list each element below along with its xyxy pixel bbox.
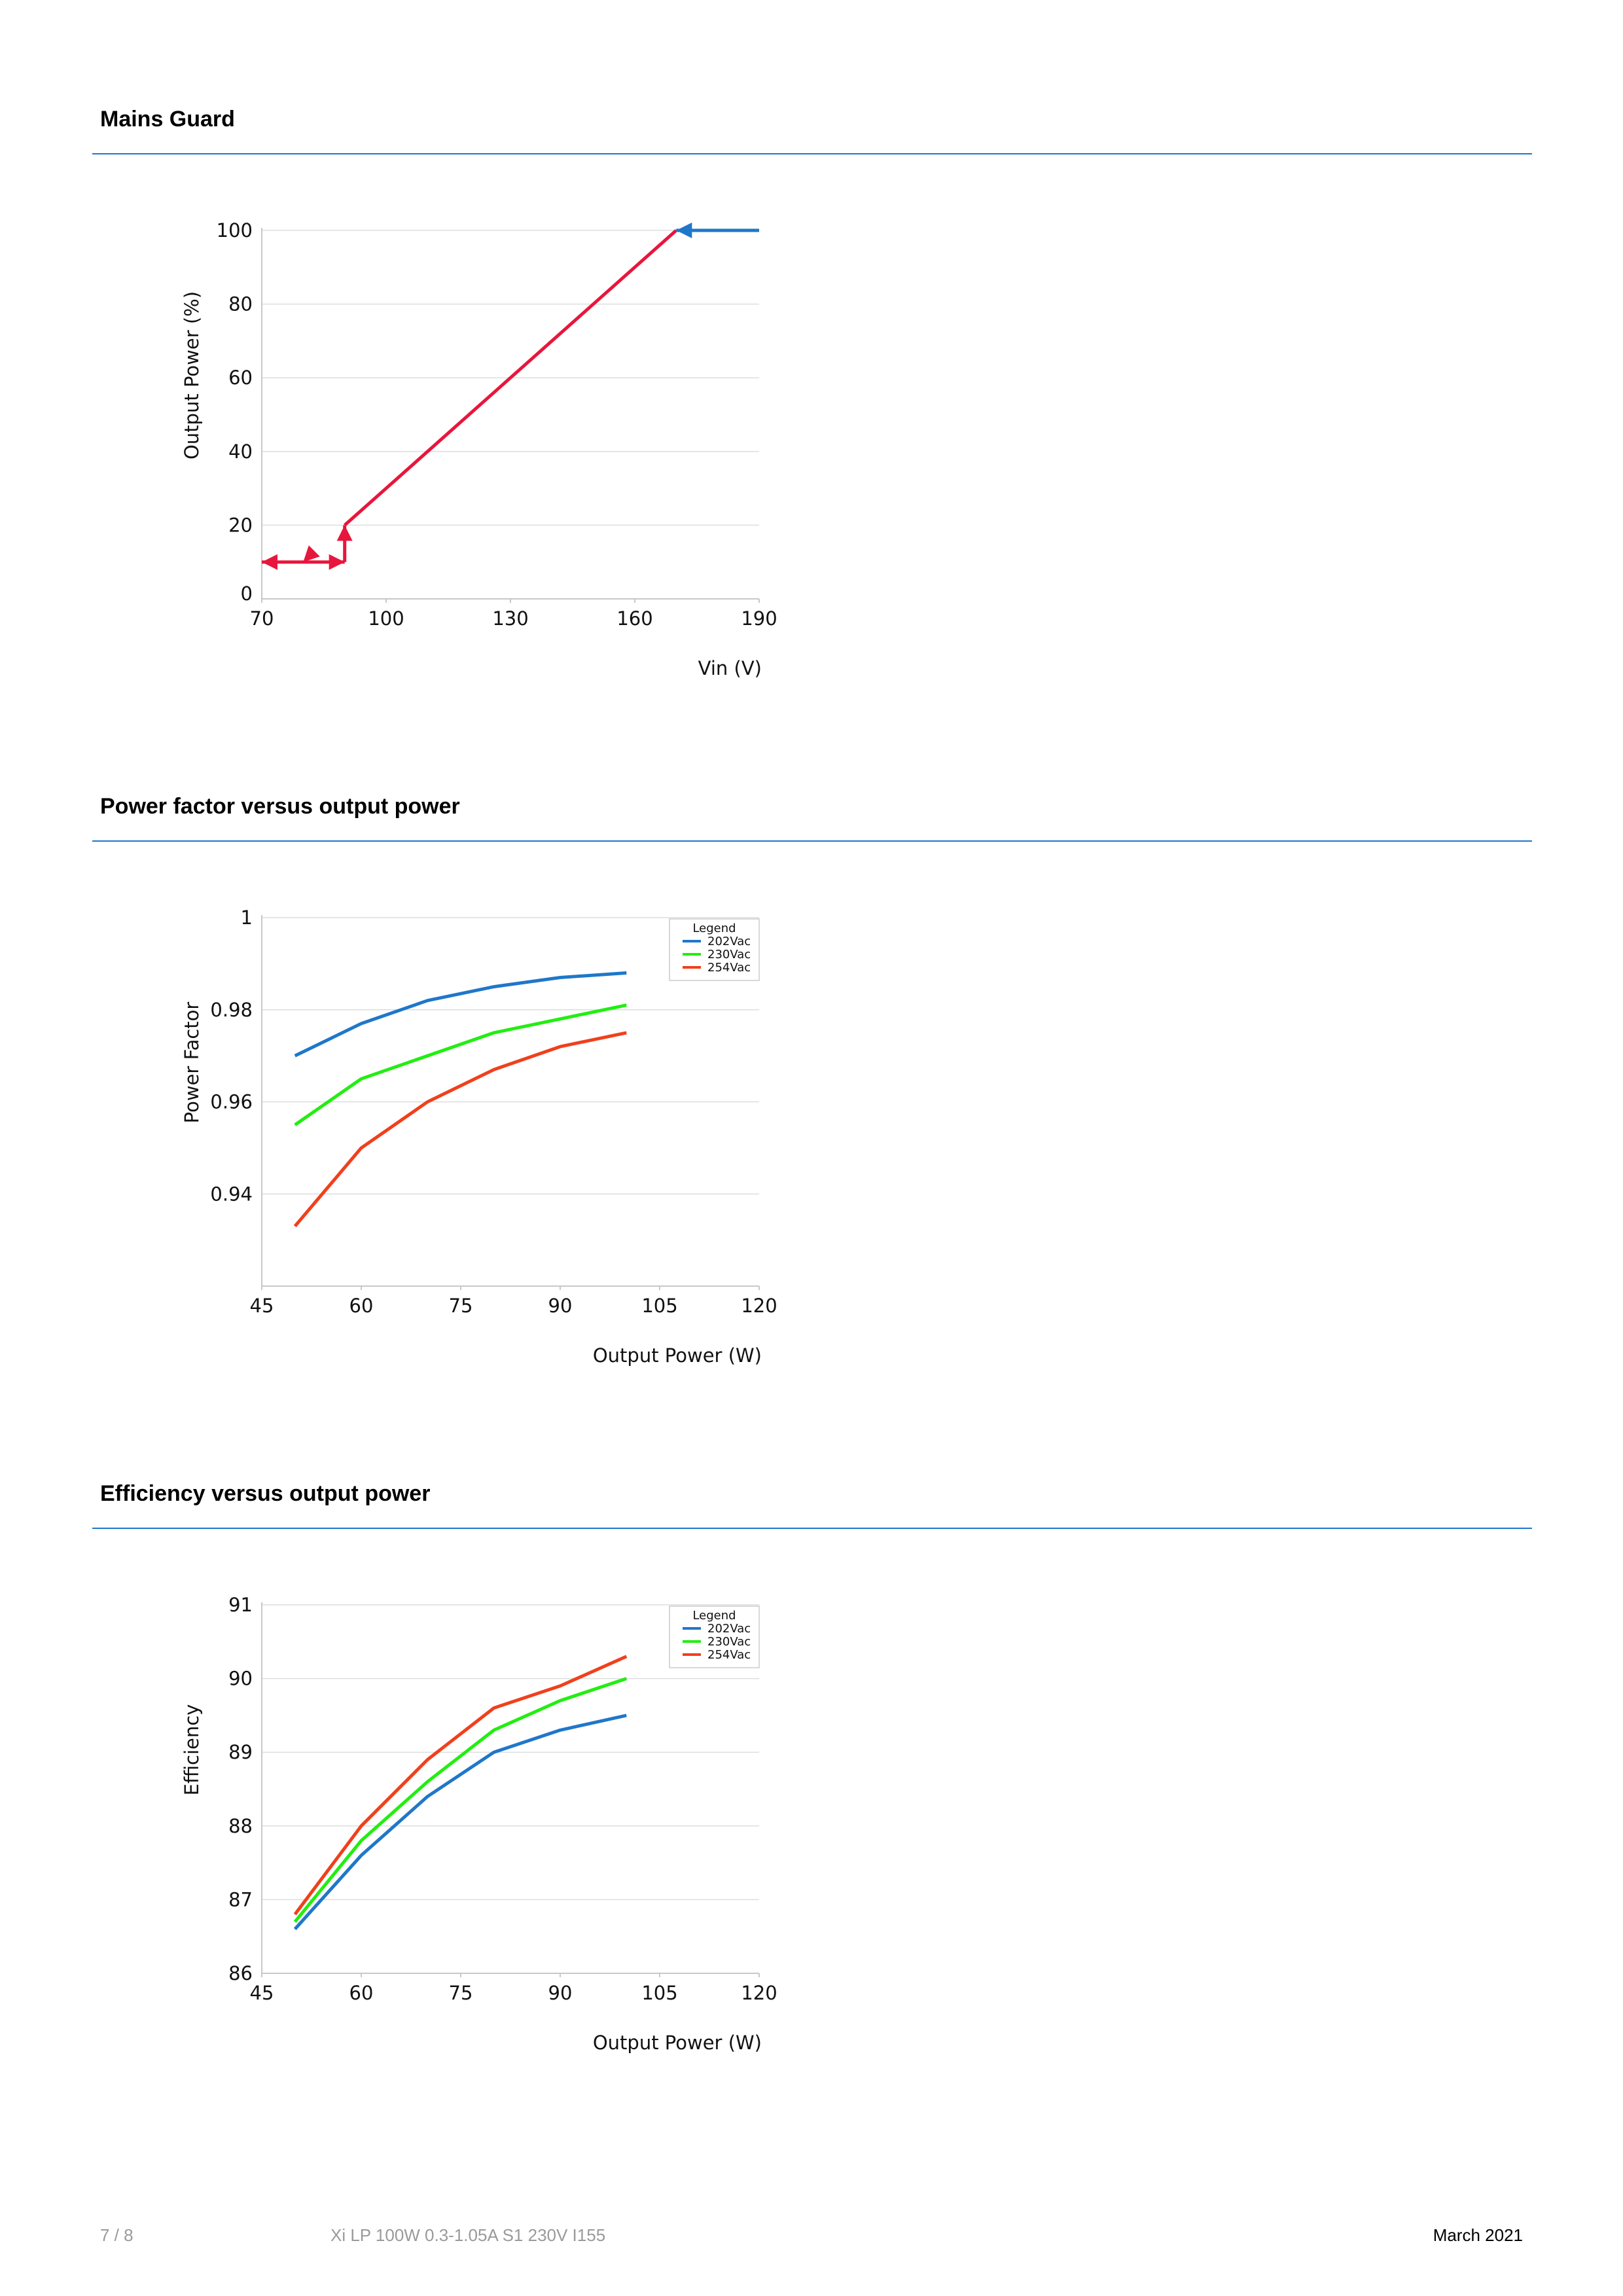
arrowhead [676, 223, 692, 238]
x-tick-label: 45 [250, 1982, 274, 2004]
y-tick-label: 88 [228, 1815, 253, 1837]
section-title-power-factor: Power factor versus output power [100, 794, 460, 819]
series-line-202vac [294, 971, 627, 1058]
arrowhead [336, 525, 353, 541]
y-tick-label: 91 [228, 1594, 253, 1616]
x-tick-label: 45 [250, 1295, 274, 1317]
legend-box [669, 918, 760, 981]
x-tick-label: 105 [641, 1982, 677, 2004]
legend-label: 230Vac [707, 1635, 751, 1649]
efficiency-chart: 86 87 88 89 90 91 45 60 75 90 105 120 Output Power (… [164, 1571, 818, 2081]
arrowhead [303, 545, 320, 562]
series-line-254vac [293, 1655, 628, 1916]
x-tick-label: 75 [449, 1295, 473, 1317]
x-tick-label: 120 [741, 1295, 777, 1317]
series-line-254vac [293, 1031, 627, 1228]
x-tick-label: 160 [616, 607, 652, 630]
footer-product-name: Xi LP 100W 0.3-1.05A S1 230V I155 [330, 2225, 606, 2245]
arrowhead [329, 554, 345, 570]
x-tick-label: 105 [641, 1295, 677, 1317]
power-factor-chart: 0.94 0.96 0.98 1 45 60 75 90 105 120 Output Power … [164, 884, 818, 1394]
series-line-230vac [294, 1003, 627, 1126]
legend-label: 230Vac [707, 948, 751, 961]
legend-title: Legend [692, 1609, 736, 1623]
x-tick-label: 70 [250, 607, 274, 630]
y-tick-label: 0 [241, 583, 253, 605]
footer-date: March 2021 [1433, 2225, 1523, 2245]
series-line-230vac [293, 1677, 628, 1923]
y-tick-label: 0.96 [210, 1091, 253, 1113]
y-tick-label: 80 [228, 293, 253, 315]
legend-title: Legend [692, 922, 736, 935]
y-tick-label: 87 [228, 1888, 253, 1910]
y-axis-title: Output Power (%) [181, 291, 203, 459]
y-tick-label: 90 [228, 1668, 253, 1690]
y-tick-label: 40 [228, 440, 253, 463]
x-tick-label: 60 [349, 1982, 374, 2004]
series-line [344, 229, 677, 527]
x-tick-label: 190 [741, 607, 777, 630]
y-tick-label: 86 [228, 1962, 253, 1984]
y-axis-title: Efficiency [181, 1704, 203, 1796]
arrowhead [262, 554, 277, 570]
x-tick-label: 60 [349, 1295, 374, 1317]
legend-label: 202Vac [707, 1622, 751, 1636]
power-factor-chart-svg: 0.94 0.96 0.98 1 45 60 75 90 105 120 Output Power … [181, 906, 777, 1367]
x-tick-label: 130 [492, 607, 528, 630]
y-tick-label: 60 [228, 367, 253, 389]
section-title-mains-guard: Mains Guard [100, 107, 235, 132]
section-divider [92, 840, 1532, 842]
x-tick-label: 100 [368, 607, 404, 630]
x-tick-label: 120 [741, 1982, 777, 2004]
y-tick-label: 0.94 [210, 1183, 253, 1205]
y-tick-label: 1 [241, 906, 253, 929]
x-tick-label: 90 [548, 1982, 573, 2004]
section-divider [92, 1528, 1532, 1529]
efficiency-chart-svg: 86 87 88 89 90 91 45 60 75 90 105 120 Output Power (… [181, 1594, 777, 2054]
y-tick-label: 0.98 [210, 999, 253, 1021]
y-tick-label: 20 [228, 514, 253, 536]
y-tick-label: 89 [228, 1741, 253, 1763]
x-axis-title: Output Power (W) [593, 1344, 762, 1367]
section-title-efficiency: Efficiency versus output power [100, 1481, 431, 1506]
y-axis-title: Power Factor [181, 1002, 203, 1124]
x-axis-title: Output Power (W) [593, 2032, 762, 2054]
y-tick-label: 100 [217, 219, 253, 242]
footer-page-number: 7 / 8 [100, 2225, 134, 2245]
x-tick-label: 90 [548, 1295, 573, 1317]
mains-guard-chart-svg: 0 20 40 60 80 100 70 100 130 160 190 Vin (V) Output … [181, 219, 777, 679]
legend-box [669, 1605, 760, 1668]
series-line-202vac [293, 1713, 627, 1931]
x-axis-title: Vin (V) [698, 657, 762, 679]
legend-label: 254Vac [707, 1648, 751, 1662]
section-divider [92, 153, 1532, 154]
legend-label: 254Vac [707, 961, 751, 975]
x-tick-label: 75 [449, 1982, 473, 2004]
legend-label: 202Vac [707, 935, 751, 948]
mains-guard-chart: 0 20 40 60 80 100 70 100 130 160 190 Vin (V) Output … [164, 196, 818, 707]
